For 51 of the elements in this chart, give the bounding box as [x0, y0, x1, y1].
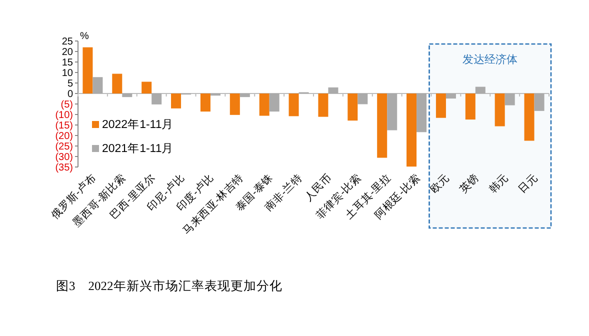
bar	[416, 94, 427, 132]
y-tick-label: (20)	[55, 131, 73, 142]
bar	[240, 94, 250, 98]
bar	[465, 94, 476, 120]
y-tick-label: (15)	[55, 120, 73, 132]
bar	[446, 94, 456, 99]
y-tick-label: 10	[62, 68, 74, 79]
x-tick-label: 英镑	[456, 170, 482, 196]
bar	[534, 94, 544, 111]
y-tick-label: (35)	[55, 162, 73, 174]
y-tick-label: 0	[67, 89, 74, 100]
y-tick-label: (30)	[55, 152, 73, 163]
x-tick-label: 欧元	[428, 172, 452, 196]
bar	[436, 94, 446, 118]
bar	[475, 86, 486, 94]
bar	[288, 94, 299, 116]
bar	[230, 94, 240, 115]
y-tick-label: 20	[62, 47, 74, 58]
y-tick-label: (25)	[55, 142, 73, 152]
legend-label: 2022年1-11月	[102, 118, 174, 131]
bar	[269, 94, 280, 112]
bar	[358, 94, 368, 104]
bar	[82, 47, 93, 94]
bar	[142, 82, 152, 94]
bar	[200, 94, 210, 112]
y-axis-title: %	[80, 31, 89, 42]
y-tick-label: (5)	[60, 100, 73, 110]
bar	[318, 94, 328, 117]
bar	[171, 94, 182, 108]
bar	[152, 94, 162, 104]
legend-label: 2021年1-11月	[102, 142, 174, 155]
bar	[112, 74, 122, 94]
bar	[406, 94, 417, 167]
bar	[328, 87, 338, 94]
x-tick-label: 韩元	[486, 170, 511, 196]
bar	[259, 94, 270, 116]
bar	[524, 94, 534, 141]
y-tick-label: 5	[67, 78, 74, 90]
bar	[92, 77, 103, 94]
band-label: 发达经济体	[462, 53, 518, 66]
text: 图3 2022年新兴市场汇率表现更加分化	[56, 278, 282, 293]
x-tick-label: 日元	[516, 172, 540, 196]
bar	[122, 94, 132, 98]
bar	[348, 94, 358, 121]
bar	[387, 94, 398, 130]
y-tick-label: 15	[62, 58, 74, 68]
y-tick-label: (10)	[55, 110, 73, 121]
bar	[494, 94, 505, 126]
bar	[504, 94, 515, 106]
bar	[377, 94, 388, 158]
y-tick-label: 25	[62, 36, 74, 48]
